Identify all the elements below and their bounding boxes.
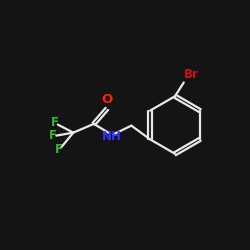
Text: F: F (49, 128, 57, 141)
Text: Br: Br (184, 68, 199, 81)
Text: NH: NH (102, 130, 121, 143)
Text: O: O (101, 94, 112, 106)
Text: F: F (55, 143, 63, 156)
Text: F: F (51, 116, 59, 129)
